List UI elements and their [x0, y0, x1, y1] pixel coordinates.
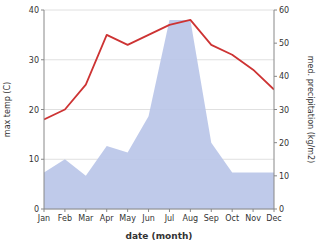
- y2-tick-label: 40: [279, 72, 289, 81]
- precip-area: [44, 20, 274, 209]
- x-tick-label: Feb: [58, 214, 72, 223]
- x-tick: [274, 209, 275, 212]
- x-tick-label: Jul: [164, 214, 175, 223]
- x-tick: [44, 209, 45, 212]
- y2-tick-label: 50: [279, 39, 289, 48]
- y-tick-label: 40: [29, 6, 39, 15]
- y2-tick-label: 30: [279, 106, 289, 115]
- x-tick: [253, 209, 254, 212]
- x-tick: [169, 209, 170, 212]
- x-tick: [232, 209, 233, 212]
- y-axis-label: max temp (C): [3, 82, 12, 137]
- y-tick-label: 10: [29, 155, 39, 164]
- y2-tick: [274, 10, 277, 11]
- x-tick: [106, 209, 107, 212]
- y2-tick-label: 10: [279, 172, 289, 181]
- x-tick-label: May: [119, 214, 136, 223]
- y2-axis-label: med. precipitation (kg/m2): [306, 56, 315, 163]
- y2-tick: [274, 142, 277, 143]
- y-tick: [41, 159, 44, 160]
- x-tick-label: Nov: [245, 214, 261, 223]
- x-tick-label: Jan: [37, 214, 50, 223]
- y2-tick: [274, 109, 277, 110]
- x-tick-label: Mar: [78, 214, 94, 223]
- x-tick: [190, 209, 191, 212]
- y2-tick-label: 20: [279, 139, 289, 148]
- plot-area: [44, 20, 274, 209]
- y-tick-label: 30: [29, 56, 39, 65]
- y-tick: [41, 10, 44, 11]
- x-axis-label: date (month): [126, 231, 193, 241]
- x-tick-label: Oct: [225, 214, 239, 223]
- y2-tick-label: 60: [279, 6, 289, 15]
- temp-line: [44, 20, 274, 120]
- x-tick-label: Jun: [141, 214, 155, 223]
- x-tick-label: Dec: [266, 214, 281, 223]
- x-axis: [44, 209, 274, 210]
- y-tick: [41, 109, 44, 110]
- x-tick: [85, 209, 86, 212]
- y2-tick: [274, 43, 277, 44]
- y-tick-label: 20: [29, 106, 39, 115]
- grid-line: [44, 10, 274, 11]
- x-tick-label: Sep: [204, 214, 219, 223]
- x-tick: [64, 209, 65, 212]
- y-tick: [41, 59, 44, 60]
- y-tick-label: 0: [34, 205, 39, 214]
- chart: 0 10 20 30 40 0 10 20 30 40 50 60 Jan Feb Mar Apr May Jun…: [0, 0, 318, 247]
- y2-tick: [274, 175, 277, 176]
- x-tick: [127, 209, 128, 212]
- y2-tick-label: 0: [279, 205, 284, 214]
- x-tick: [148, 209, 149, 212]
- x-tick: [211, 209, 212, 212]
- y2-tick: [274, 76, 277, 77]
- x-tick-label: Apr: [100, 214, 115, 223]
- x-tick-label: Aug: [183, 214, 199, 223]
- grid-line: [44, 209, 274, 210]
